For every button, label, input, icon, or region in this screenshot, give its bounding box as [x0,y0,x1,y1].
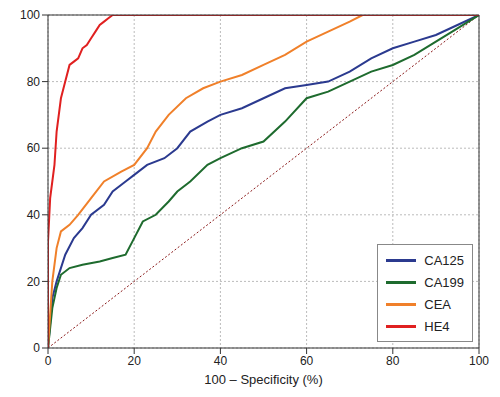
svg-text:40: 40 [214,354,228,368]
html-text:CA125: CA125 [424,252,464,268]
svg-text:80: 80 [27,75,41,89]
svg-text:40: 40 [27,208,41,222]
svg-text:20: 20 [128,354,142,368]
svg-text:60: 60 [27,141,41,155]
svg-text:100: 100 [469,354,489,368]
svg-text:100 – Specificity (%): 100 – Specificity (%) [204,372,323,387]
html-text:HE4: HE4 [424,318,450,334]
svg-text:0: 0 [33,341,40,355]
html-text:CA199: CA199 [424,274,464,290]
html-text:CEA: CEA [424,296,451,312]
svg-text:80: 80 [386,354,400,368]
svg-text:0: 0 [45,354,52,368]
svg-text:100: 100 [20,8,40,22]
svg-text:60: 60 [300,354,314,368]
svg-text:20: 20 [27,275,41,289]
